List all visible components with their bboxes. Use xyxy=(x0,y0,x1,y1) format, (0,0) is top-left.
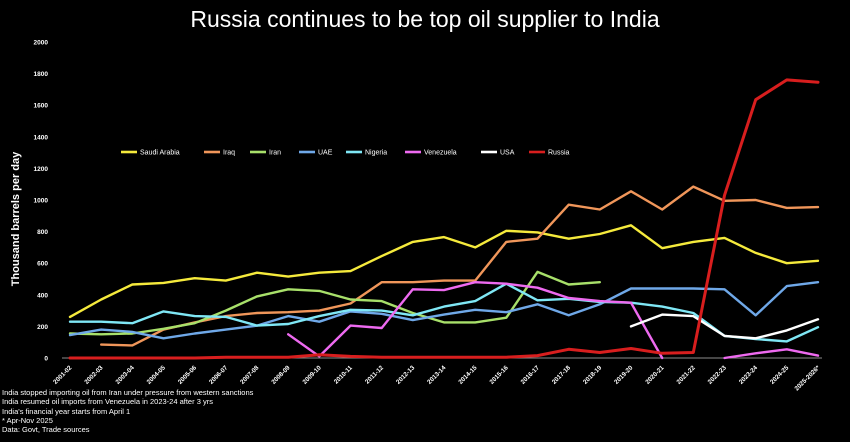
x-tick-label: 2019-20 xyxy=(613,364,635,386)
series-line-saudi-arabia xyxy=(68,224,820,319)
legend: Saudi Arabia Iraq Iran UAE Nigeria Venezuela U… xyxy=(121,150,570,157)
x-tick-label: 2010-11 xyxy=(333,364,354,385)
x-tick-label: 2016-17 xyxy=(520,364,542,386)
x-tick-label: 2009-10 xyxy=(301,364,323,386)
series-line-russia xyxy=(68,78,820,360)
y-tick-label: 800 xyxy=(37,229,48,236)
x-tick-label: 2021-22 xyxy=(675,364,697,386)
x-tick-label: 2018-19 xyxy=(582,364,604,386)
x-tick-label: 2015-16 xyxy=(488,364,510,386)
x-tick-label: 2014-15 xyxy=(457,364,479,386)
legend-label: Saudi Arabia xyxy=(140,150,180,157)
legend-label: UAE xyxy=(318,150,333,157)
y-tick-label: 2000 xyxy=(34,40,49,47)
x-tick-label: 2013-14 xyxy=(426,364,448,386)
note-line: India resumed oil imports from Venezuela… xyxy=(2,397,213,407)
series-line-iran xyxy=(68,270,601,336)
note-line: India's financial year starts from April… xyxy=(2,406,131,416)
x-tick-label: 2008-09 xyxy=(270,364,292,386)
y-tick-label: 1200 xyxy=(34,166,49,173)
x-tick-label: 2022-23 xyxy=(707,364,729,386)
y-tick-label: 0 xyxy=(44,356,48,363)
x-tick-label: 2003-04 xyxy=(114,364,136,386)
x-tick-label: 2012-13 xyxy=(395,364,417,386)
chart-title: Russia continues to be top oil supplier … xyxy=(190,6,660,32)
chart-notes: India stopped importing oil from Iran un… xyxy=(2,388,253,434)
y-tick-label: 1400 xyxy=(34,134,49,141)
y-tick-label: 200 xyxy=(37,324,48,331)
x-tick-label: 2005-06 xyxy=(177,364,199,386)
y-tick-label: 400 xyxy=(37,292,48,299)
x-tick-label: 2007-08 xyxy=(239,364,261,386)
series-line-usa xyxy=(629,313,820,340)
x-tick-label: 2004-05 xyxy=(146,364,168,386)
y-tick-label: 600 xyxy=(37,261,48,268)
note-line: India stopped importing oil from Iran un… xyxy=(2,388,254,397)
legend-label: Russia xyxy=(548,150,570,157)
note-line: * Apr-Nov 2025 xyxy=(2,415,53,425)
series-line-venezuela xyxy=(287,281,820,360)
x-tick-label: 2020-21 xyxy=(644,364,666,386)
series-line-nigeria xyxy=(68,282,820,343)
x-tick-label: 2023-24 xyxy=(738,364,760,386)
legend-label: USA xyxy=(500,150,515,157)
x-tick-label: 2006-07 xyxy=(208,364,230,386)
x-tick-label: 2001-02 xyxy=(52,364,74,386)
note-line: Data: Govt, Trade sources xyxy=(2,425,90,435)
legend-label: Nigeria xyxy=(365,150,387,157)
series-lines xyxy=(68,78,820,360)
series-line-uae xyxy=(68,281,820,340)
y-tick-label: 1000 xyxy=(34,198,49,205)
legend-label: Iran xyxy=(269,150,281,157)
y-tick-label: 1600 xyxy=(34,103,49,110)
x-tick-label: 2025-2026* xyxy=(793,364,821,392)
x-tick-label: 2011-12 xyxy=(364,364,385,385)
legend-label: Iraq xyxy=(223,150,235,157)
axes: 0 200 400 600 800 1000 1200 1400 1600 1800 2000 200… xyxy=(34,40,822,392)
y-tick-label: 1800 xyxy=(34,71,49,78)
x-tick-label: 2024-25 xyxy=(769,364,791,386)
x-tick-label: 2002-03 xyxy=(83,364,105,386)
legend-label: Venezuela xyxy=(424,150,457,157)
x-tick-label: 2017-18 xyxy=(551,364,573,386)
